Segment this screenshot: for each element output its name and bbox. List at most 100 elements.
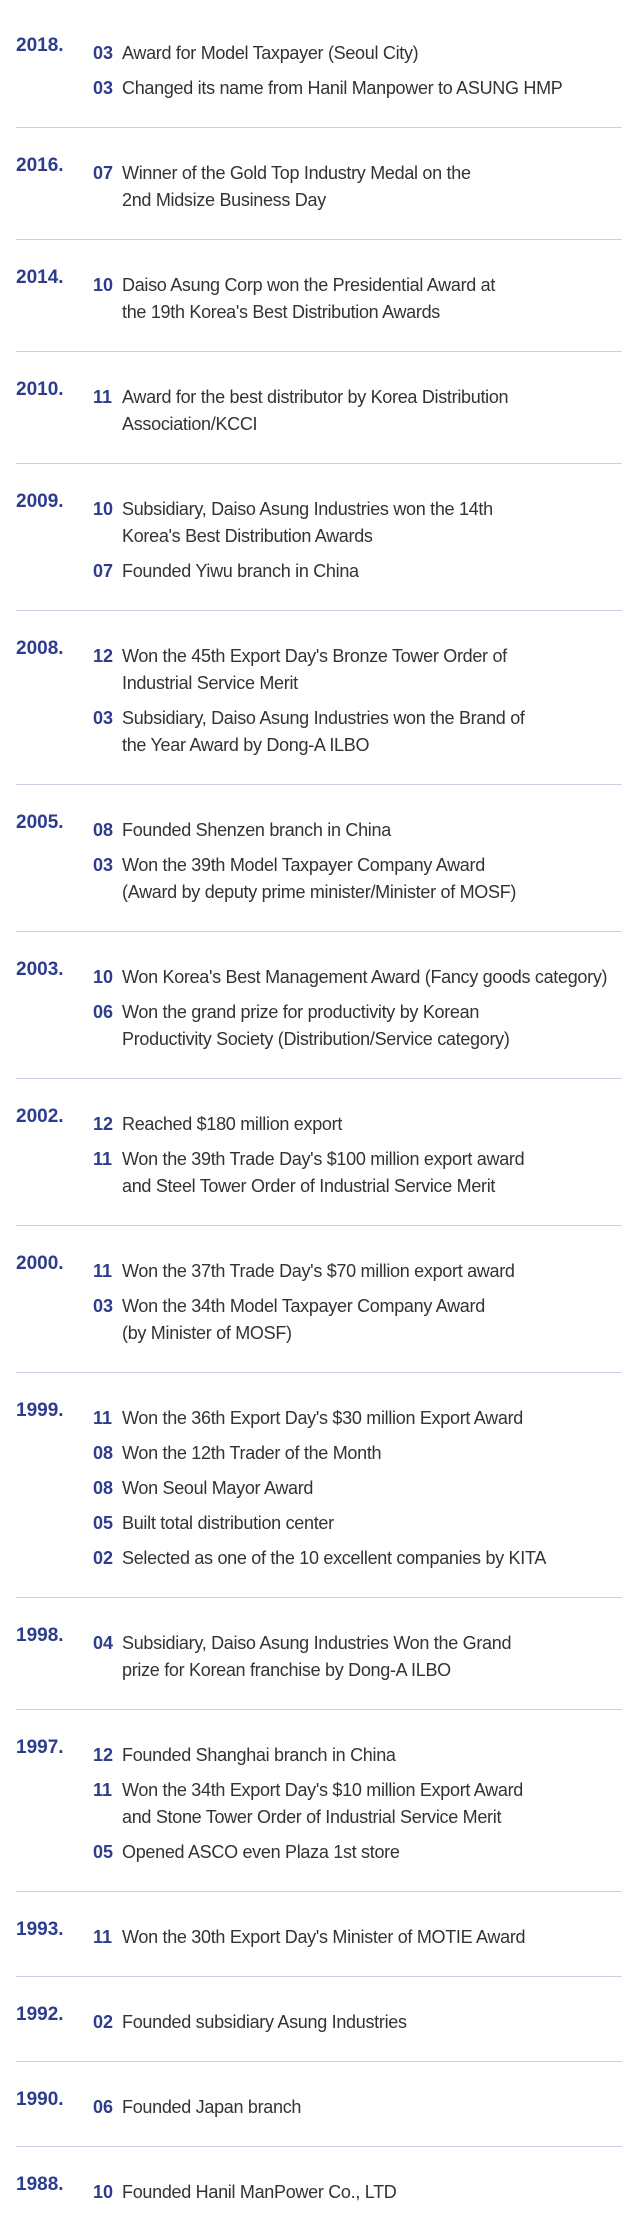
year: 2008.: [16, 638, 64, 659]
year: 2003.: [16, 959, 64, 980]
event: 08 Won the 12th Trader of the Month: [93, 1440, 622, 1467]
year: 2016.: [16, 155, 64, 176]
event-text: Reached $180 million export: [122, 1111, 342, 1138]
text-line: Won Seoul Mayor Award: [122, 1478, 314, 1498]
event: 11 Won the 36th Export Day's $30 million …: [93, 1405, 622, 1432]
month: 11: [93, 1261, 113, 1281]
month: 04: [93, 1633, 114, 1653]
event-text: Daiso Asung Corp won the Presidential Aw…: [122, 272, 495, 326]
text-line: (by Minister of MOSF): [122, 1323, 292, 1343]
text-line: Selected as one of the 10 excellent comp…: [122, 1548, 547, 1568]
text-line: Won the 12th Trader of the Month: [122, 1443, 382, 1463]
event-text: Won the 39th Model Taxpayer Company Awar…: [122, 852, 516, 906]
event: 11 Won the 39th Trade Day's $100 million …: [93, 1146, 622, 1200]
event-text: Founded Yiwu branch in China: [122, 558, 359, 585]
text-line: Award for the best distributor by Korea …: [122, 387, 509, 407]
event: 10 Subsidiary, Daiso Asung Industries won…: [93, 496, 622, 550]
event-text: Founded Shanghai branch in China: [122, 1742, 396, 1769]
event: 05 Built total distribution center: [93, 1510, 622, 1537]
text-line: Productivity Society (Distribution/Servi…: [122, 1029, 510, 1049]
text-line: Award for Model Taxpayer (Seoul City): [122, 43, 419, 63]
year-section: 1997. 12 Founded Shanghai branch in China 1…: [16, 1709, 622, 1891]
month: 12: [93, 1745, 114, 1765]
event-text: Opened ASCO even Plaza 1st store: [122, 1839, 400, 1866]
year-section: 1988. 10 Founded Hanil ManPower Co., LTD: [16, 2146, 622, 2231]
year: 1990.: [16, 2089, 64, 2110]
year-section: 1992. 02 Founded subsidiary Asung Industri…: [16, 1976, 622, 2061]
text-line: Founded Hanil ManPower Co., LTD: [122, 2182, 397, 2202]
year-section: 1999. 11 Won the 36th Export Day's $30 mil…: [16, 1372, 622, 1597]
event-text: Award for Model Taxpayer (Seoul City): [122, 40, 419, 67]
event-text: Changed its name from Hanil Manpower to …: [122, 75, 563, 102]
text-line: the Year Award by Dong-A ILBO: [122, 735, 370, 755]
year: 1993.: [16, 1919, 64, 1940]
year: 2018.: [16, 35, 64, 56]
year: 1992.: [16, 2004, 64, 2025]
event-text: Founded subsidiary Asung Industries: [122, 2009, 407, 2036]
event-text: Won Seoul Mayor Award: [122, 1475, 313, 1502]
month: 11: [93, 1408, 113, 1428]
text-line: Winner of the Gold Top Industry Medal on…: [122, 163, 471, 183]
event: 03 Subsidiary, Daiso Asung Industries won…: [93, 705, 622, 759]
event-text: Won the 36th Export Day's $30 million Ex…: [122, 1405, 523, 1432]
event: 08 Won Seoul Mayor Award: [93, 1475, 622, 1502]
month: 06: [93, 1002, 114, 1022]
month: 02: [93, 2012, 114, 2032]
month: 05: [93, 1842, 114, 1862]
event-text: Won the grand prize for productivity by …: [122, 999, 510, 1053]
event-text: Won the 37th Trade Day's $70 million exp…: [122, 1258, 515, 1285]
event: 04 Subsidiary, Daiso Asung Industries Won…: [93, 1630, 622, 1684]
month: 10: [93, 2182, 114, 2202]
event-text: Won the 34th Export Day's $10 million Ex…: [122, 1777, 523, 1831]
text-line: Won the 37th Trade Day's $70 million exp…: [122, 1261, 515, 1281]
text-line: Won Korea's Best Management Award (Fancy…: [122, 967, 608, 987]
year: 1999.: [16, 1400, 64, 1421]
event: 05 Opened ASCO even Plaza 1st store: [93, 1839, 622, 1866]
page: 2018. 03 Award for Model Taxpayer (Seoul C…: [16, 35, 622, 2202]
event-text: Won Korea's Best Management Award (Fancy…: [122, 964, 608, 991]
event-text: Won the 30th Export Day's Minister of MO…: [122, 1924, 526, 1951]
year-section: 2003. 10 Won Korea's Best Management Award…: [16, 931, 622, 1078]
event: 03 Award for Model Taxpayer (Seoul City): [93, 40, 622, 67]
event-text: Built total distribution center: [122, 1510, 334, 1537]
event: 03 Won the 34th Model Taxpayer Company Aw…: [93, 1293, 622, 1347]
text-line: Subsidiary, Daiso Asung Industries won t…: [122, 499, 493, 519]
text-line: Subsidiary, Daiso Asung Industries Won t…: [122, 1633, 512, 1653]
year: 2014.: [16, 267, 64, 288]
year-section: 2005. 08 Founded Shenzen branch in China 03…: [16, 784, 622, 931]
year-section: 2018. 03 Award for Model Taxpayer (Seoul C…: [16, 8, 622, 127]
text-line: Subsidiary, Daiso Asung Industries won t…: [122, 708, 525, 728]
text-line: Won the 45th Export Day's Bronze Tower O…: [122, 646, 507, 666]
month: 03: [93, 708, 114, 728]
text-line: prize for Korean franchise by Dong-A ILB…: [122, 1660, 451, 1680]
text-line: Korea's Best Distribution Awards: [122, 526, 373, 546]
text-line: and Steel Tower Order of Industrial Serv…: [122, 1176, 496, 1196]
year-section: 2014. 10 Daiso Asung Corp won the Presiden…: [16, 239, 622, 351]
month: 11: [93, 1149, 113, 1169]
event: 02 Founded subsidiary Asung Industries: [93, 2009, 622, 2036]
event: 03 Won the 39th Model Taxpayer Company Aw…: [93, 852, 622, 906]
text-line: Founded Shenzen branch in China: [122, 820, 391, 840]
month: 08: [93, 1478, 114, 1498]
year: 2009.: [16, 491, 64, 512]
text-line: Won the 30th Export Day's Minister of MO…: [122, 1927, 526, 1947]
event-text: Won the 39th Trade Day's $100 million ex…: [122, 1146, 525, 1200]
month: 03: [93, 78, 114, 98]
event-text: Won the 12th Trader of the Month: [122, 1440, 382, 1467]
text-line: Won the grand prize for productivity by …: [122, 1002, 480, 1022]
text-line: Won the 39th Trade Day's $100 million ex…: [122, 1149, 525, 1169]
text-line: Daiso Asung Corp won the Presidential Aw…: [122, 275, 496, 295]
event-text: Winner of the Gold Top Industry Medal on…: [122, 160, 471, 214]
month: 10: [93, 967, 114, 987]
year-section: 2008. 12 Won the 45th Export Day's Bronze …: [16, 610, 622, 784]
month: 10: [93, 499, 114, 519]
year-section: 1993. 11 Won the 30th Export Day's Ministe…: [16, 1891, 622, 1976]
text-line: Industrial Service Merit: [122, 673, 298, 693]
event-text: Subsidiary, Daiso Asung Industries won t…: [122, 496, 493, 550]
year-section: 2010. 11 Award for the best distributor by…: [16, 351, 622, 463]
month: 02: [93, 1548, 114, 1568]
month: 03: [93, 855, 114, 875]
year-section: 1990. 06 Founded Japan branch: [16, 2061, 622, 2146]
month: 07: [93, 561, 114, 581]
